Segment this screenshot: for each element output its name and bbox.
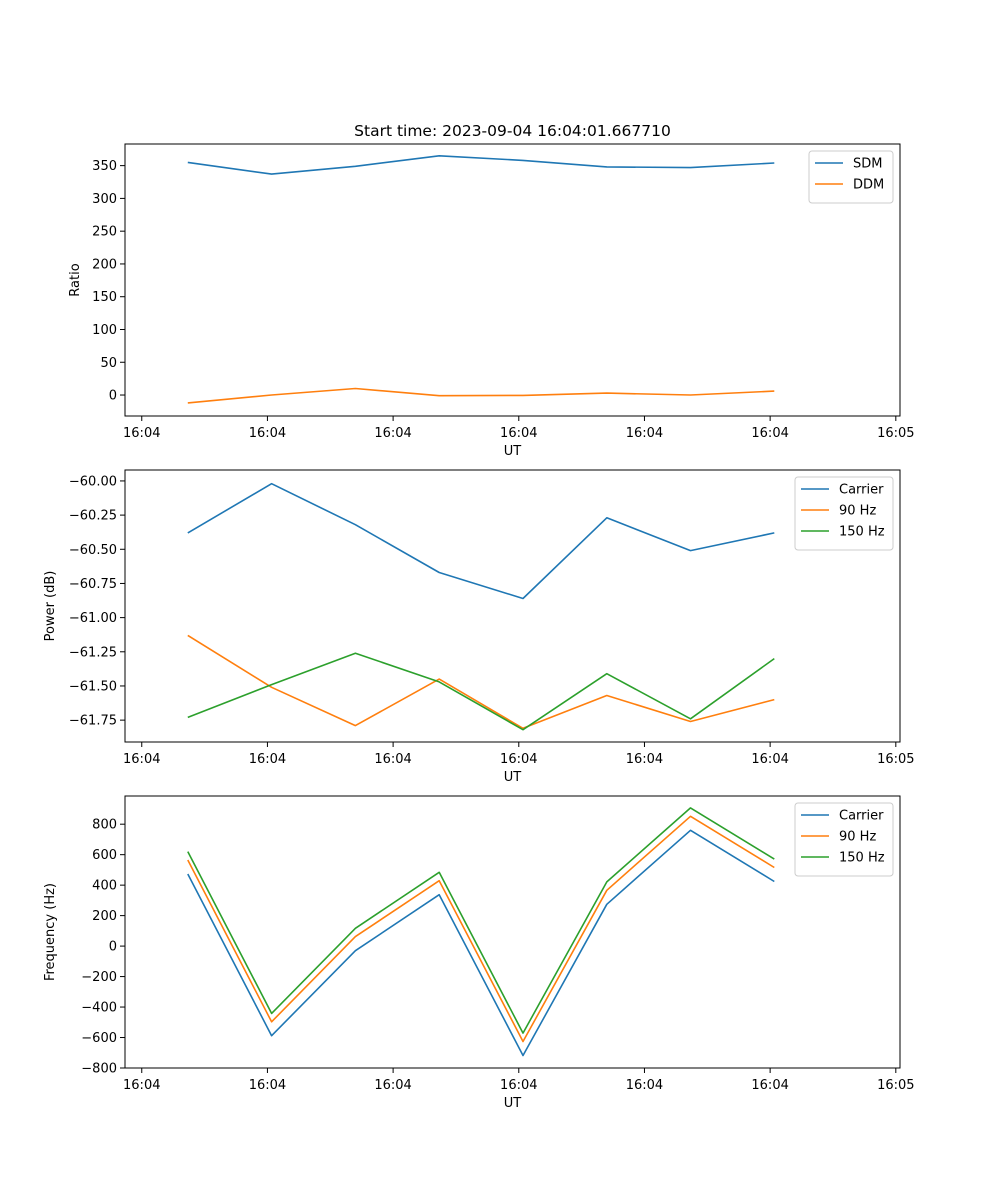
y-tick-label: 200: [92, 909, 117, 924]
chart-panel-3: −800 −600 −400 −200 0 200 400 600 800 16:04 16:04 1…: [43, 795, 915, 1111]
y-tick-label: 250: [92, 225, 117, 240]
y-tick-label: −61.25: [69, 645, 117, 660]
x-tick-label: 16:04: [751, 752, 788, 767]
y-tick-label: 150: [92, 290, 117, 305]
y-tick-label: −60.25: [69, 509, 117, 524]
x-tick-label: 16:04: [123, 426, 160, 441]
y-tick-label: −60.75: [69, 577, 117, 592]
x-tick-label: 16:04: [374, 426, 411, 441]
y-tick-label: 100: [92, 323, 117, 338]
x-tick-label: 16:04: [249, 1078, 286, 1093]
series-line-carrier: [187, 482, 775, 600]
y-tick-label: 800: [92, 818, 117, 833]
y-tick-label: −200: [81, 970, 117, 985]
x-tick-label: 16:05: [877, 1078, 914, 1093]
x-tick-label: 16:04: [374, 1078, 411, 1093]
chart-panel-2: −61.75 −61.50 −61.25 −61.00 −60.75 −60.50 −60.…: [43, 469, 915, 785]
series-line-carrier: [187, 829, 775, 1057]
x-axis-label: UT: [504, 444, 522, 459]
legend-label: 150 Hz: [839, 525, 885, 540]
legend-label: Carrier: [839, 809, 884, 824]
legend-label: DDM: [853, 178, 884, 193]
y-tick-label: 0: [109, 389, 117, 404]
y-tick-label: 0: [109, 940, 117, 955]
legend-label: 90 Hz: [839, 504, 876, 519]
y-tick-label: −800: [81, 1062, 117, 1077]
y-tick-label: 300: [92, 192, 117, 207]
series-line-90-hz: [187, 634, 775, 730]
y-axis-label: Ratio: [68, 263, 83, 296]
y-tick-label: 400: [92, 879, 117, 894]
x-tick-label: 16:05: [877, 426, 914, 441]
legend: Carrier 90 Hz 150 Hz: [794, 802, 894, 877]
x-tick-label: 16:04: [249, 752, 286, 767]
series-line-150-hz: [187, 652, 775, 731]
legend-label: Carrier: [839, 483, 884, 498]
y-tick-label: −400: [81, 1001, 117, 1016]
series-line-sdm: [187, 155, 775, 175]
y-tick-label: 350: [92, 159, 117, 174]
y-axis-label: Power (dB): [43, 571, 58, 642]
chart-panel-1: Start time: 2023-09-04 16:04:01.667710 0 5…: [68, 122, 915, 459]
y-tick-label: −60.00: [69, 474, 117, 489]
plot-frame: [124, 795, 901, 1069]
y-tick-label: 200: [92, 257, 117, 272]
x-tick-label: 16:04: [626, 752, 663, 767]
plot-frame: [124, 469, 901, 743]
y-tick-label: −61.50: [69, 679, 117, 694]
x-tick-label: 16:04: [626, 426, 663, 441]
x-tick-label: 16:04: [751, 426, 788, 441]
y-tick-label: −61.75: [69, 714, 117, 729]
series-line-150-hz: [187, 807, 775, 1034]
series-line-ddm: [187, 387, 775, 404]
x-tick-label: 16:04: [500, 1078, 537, 1093]
x-tick-label: 16:04: [500, 752, 537, 767]
x-tick-label: 16:04: [500, 426, 537, 441]
legend-label: SDM: [853, 157, 882, 172]
y-tick-label: −61.00: [69, 611, 117, 626]
legend-box: [808, 150, 894, 204]
legend: SDM DDM: [808, 150, 894, 204]
x-tick-label: 16:04: [249, 426, 286, 441]
chart-title: Start time: 2023-09-04 16:04:01.667710: [354, 122, 671, 140]
legend-label: 90 Hz: [839, 830, 876, 845]
y-tick-label: −60.50: [69, 543, 117, 558]
legend-label: 150 Hz: [839, 851, 885, 866]
x-tick-label: 16:05: [877, 752, 914, 767]
x-tick-label: 16:04: [626, 1078, 663, 1093]
y-tick-label: 600: [92, 848, 117, 863]
plot-frame: [124, 143, 901, 417]
y-axis-label: Frequency (Hz): [43, 883, 58, 981]
x-axis-label: UT: [504, 1096, 522, 1111]
x-tick-label: 16:04: [123, 752, 160, 767]
x-tick-label: 16:04: [123, 1078, 160, 1093]
series-line-90-hz: [187, 815, 775, 1043]
x-tick-label: 16:04: [374, 752, 411, 767]
x-axis-label: UT: [504, 770, 522, 785]
legend: Carrier 90 Hz 150 Hz: [794, 476, 894, 551]
y-tick-label: −600: [81, 1031, 117, 1046]
y-tick-label: 50: [100, 356, 117, 371]
x-tick-label: 16:04: [751, 1078, 788, 1093]
